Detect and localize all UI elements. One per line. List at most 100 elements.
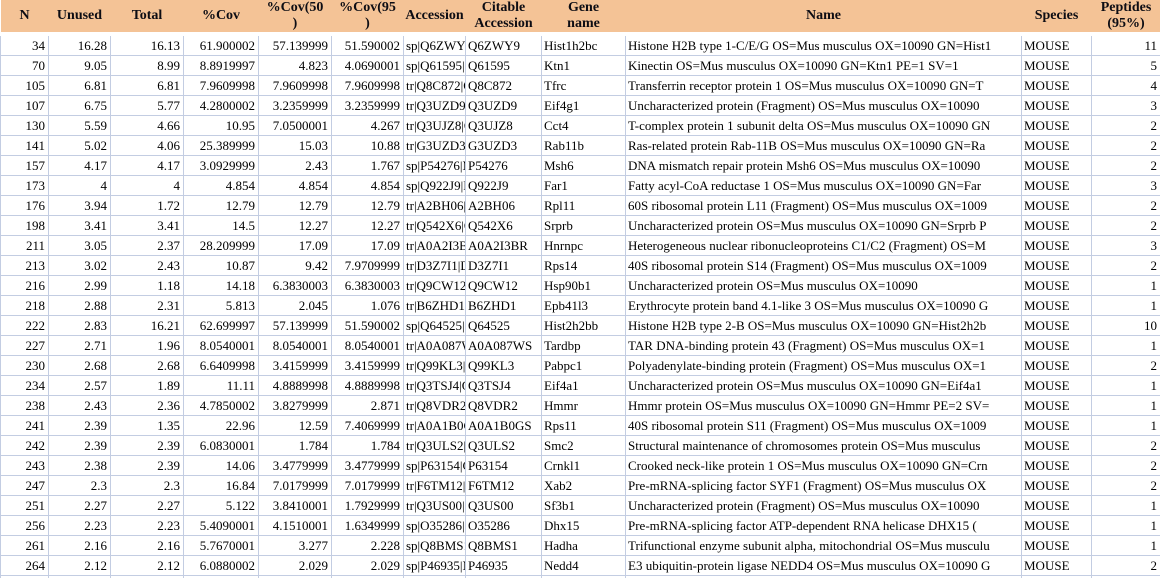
cell-name[interactable]: Structural maintenance of chromosomes pr…	[625, 435, 1022, 456]
cell-name[interactable]: Trifunctional enzyme subunit alpha, mito…	[625, 535, 1022, 556]
cell-n[interactable]: 213	[0, 255, 49, 276]
cell-cov[interactable]: 3.0929999	[183, 155, 259, 176]
cell-gene-name[interactable]: Xab2	[541, 475, 626, 496]
cell-accession[interactable]: tr|Q3ULS2|	[403, 435, 466, 456]
cell-accession[interactable]: sp|P46935|N	[403, 555, 466, 576]
cell-cov[interactable]: 6.0880002	[183, 555, 259, 576]
cell-unused[interactable]: 5.59	[48, 115, 111, 136]
cell-unused[interactable]: 5.02	[48, 135, 111, 156]
cell-cov50[interactable]: 4.1510001	[258, 515, 332, 536]
cell-cov[interactable]: 5.813	[183, 295, 259, 316]
cell-species[interactable]: MOUSE	[1021, 395, 1092, 416]
cell-name[interactable]: 40S ribosomal protein S14 (Fragment) OS=…	[625, 255, 1022, 276]
cell-gene-name[interactable]: Ktn1	[541, 55, 626, 76]
cell-peptides-95[interactable]: 2	[1091, 435, 1160, 456]
cell-cov50[interactable]: 3.8410001	[258, 495, 332, 516]
cell-cov95[interactable]: 7.9709999	[331, 255, 404, 276]
cell-species[interactable]: MOUSE	[1021, 415, 1092, 436]
cell-unused[interactable]: 3.02	[48, 255, 111, 276]
cell-name[interactable]: Transferrin receptor protein 1 OS=Mus mu…	[625, 75, 1022, 96]
cell-peptides-95[interactable]: 2	[1091, 155, 1160, 176]
cell-unused[interactable]: 2.88	[48, 295, 111, 316]
cell-citable-accession[interactable]: Q64525	[465, 315, 542, 336]
cell-n[interactable]: 222	[0, 315, 49, 336]
cell-total[interactable]: 1.35	[110, 415, 184, 436]
cell-species[interactable]: MOUSE	[1021, 195, 1092, 216]
cell-unused[interactable]: 2.38	[48, 455, 111, 476]
cell-cov50[interactable]: 6.3830003	[258, 275, 332, 296]
cell-peptides-95[interactable]: 1	[1091, 415, 1160, 436]
cell-accession[interactable]: sp|O35286|D	[403, 515, 466, 536]
column-header-gene-name[interactable]: Gene name	[541, 0, 626, 36]
cell-cov95[interactable]: 1.784	[331, 435, 404, 456]
cell-name[interactable]: Uncharacterized protein (Fragment) OS=Mu…	[625, 95, 1022, 116]
cell-species[interactable]: MOUSE	[1021, 155, 1092, 176]
cell-cov95[interactable]: 2.871	[331, 395, 404, 416]
cell-name[interactable]: Histone H2B type 2-B OS=Mus musculus OX=…	[625, 315, 1022, 336]
cell-n[interactable]: 264	[0, 555, 49, 576]
cell-unused[interactable]: 2.23	[48, 515, 111, 536]
cell-peptides-95[interactable]: 2	[1091, 455, 1160, 476]
cell-unused[interactable]: 3.41	[48, 215, 111, 236]
cell-citable-accession[interactable]: O35286	[465, 515, 542, 536]
cell-species[interactable]: MOUSE	[1021, 255, 1092, 276]
cell-n[interactable]: 251	[0, 495, 49, 516]
cell-unused[interactable]: 2.27	[48, 495, 111, 516]
cell-unused[interactable]: 2.68	[48, 355, 111, 376]
cell-accession[interactable]: tr|Q8VDR2|	[403, 395, 466, 416]
cell-n[interactable]: 256	[0, 515, 49, 536]
cell-cov[interactable]: 6.0830001	[183, 435, 259, 456]
cell-citable-accession[interactable]: Q6ZWY9	[465, 33, 542, 56]
cell-cov50[interactable]: 2.43	[258, 155, 332, 176]
cell-cov50[interactable]: 7.0179999	[258, 475, 332, 496]
cell-citable-accession[interactable]: Q99KL3	[465, 355, 542, 376]
cell-species[interactable]: MOUSE	[1021, 135, 1092, 156]
cell-cov50[interactable]: 12.59	[258, 415, 332, 436]
cell-species[interactable]: MOUSE	[1021, 555, 1092, 576]
cell-n[interactable]: 242	[0, 435, 49, 456]
cell-n[interactable]: 261	[0, 535, 49, 556]
cell-citable-accession[interactable]: P46935	[465, 555, 542, 576]
cell-gene-name[interactable]: Hmmr	[541, 395, 626, 416]
cell-species[interactable]: MOUSE	[1021, 455, 1092, 476]
cell-accession[interactable]: sp|Q64525|H	[403, 315, 466, 336]
cell-species[interactable]: MOUSE	[1021, 55, 1092, 76]
column-header-cov50[interactable]: %Cov(50 )	[258, 0, 332, 36]
cell-cov95[interactable]: 6.3830003	[331, 275, 404, 296]
cell-cov50[interactable]: 3.4159999	[258, 355, 332, 376]
cell-name[interactable]: 60S ribosomal protein L11 (Fragment) OS=…	[625, 195, 1022, 216]
cell-species[interactable]: MOUSE	[1021, 335, 1092, 356]
cell-cov[interactable]: 5.122	[183, 495, 259, 516]
cell-cov50[interactable]: 12.79	[258, 195, 332, 216]
cell-gene-name[interactable]: Tardbp	[541, 335, 626, 356]
cell-cov[interactable]: 61.900002	[183, 33, 259, 56]
cell-cov50[interactable]: 9.42	[258, 255, 332, 276]
cell-gene-name[interactable]: Cct4	[541, 115, 626, 136]
cell-cov50[interactable]: 3.2359999	[258, 95, 332, 116]
cell-n[interactable]: 70	[0, 55, 49, 76]
cell-unused[interactable]: 2.83	[48, 315, 111, 336]
cell-cov50[interactable]: 3.4779999	[258, 455, 332, 476]
cell-total[interactable]: 2.3	[110, 475, 184, 496]
column-header-peptides-95[interactable]: Peptides (95%)	[1091, 0, 1160, 36]
cell-name[interactable]: 40S ribosomal protein S11 (Fragment) OS=…	[625, 415, 1022, 436]
cell-citable-accession[interactable]: B6ZHD1	[465, 295, 542, 316]
cell-species[interactable]: MOUSE	[1021, 495, 1092, 516]
cell-gene-name[interactable]: Tfrc	[541, 75, 626, 96]
cell-unused[interactable]: 3.94	[48, 195, 111, 216]
cell-cov95[interactable]: 3.4779999	[331, 455, 404, 476]
cell-accession[interactable]: tr|Q3TSJ4|Q	[403, 375, 466, 396]
cell-name[interactable]: Pre-mRNA-splicing factor ATP-dependent R…	[625, 515, 1022, 536]
cell-total[interactable]: 4.66	[110, 115, 184, 136]
cell-accession[interactable]: tr|Q542X6|Q	[403, 215, 466, 236]
cell-gene-name[interactable]: Srprb	[541, 215, 626, 236]
column-header-total[interactable]: Total	[110, 0, 184, 36]
cell-peptides-95[interactable]: 1	[1091, 535, 1160, 556]
cell-name[interactable]: DNA mismatch repair protein Msh6 OS=Mus …	[625, 155, 1022, 176]
cell-citable-accession[interactable]: Q3UJZ8	[465, 115, 542, 136]
cell-unused[interactable]: 4	[48, 175, 111, 196]
cell-peptides-95[interactable]: 1	[1091, 335, 1160, 356]
cell-peptides-95[interactable]: 1	[1091, 295, 1160, 316]
cell-cov50[interactable]: 12.27	[258, 215, 332, 236]
cell-name[interactable]: Crooked neck-like protein 1 OS=Mus muscu…	[625, 455, 1022, 476]
